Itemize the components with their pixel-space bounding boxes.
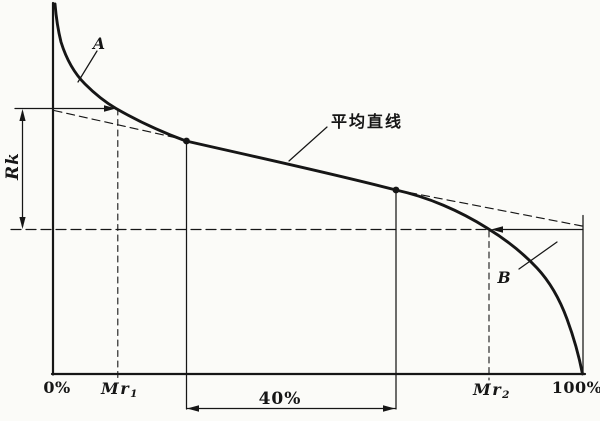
region-a-leader-line: [77, 50, 98, 83]
region-b-leader-line: [518, 241, 558, 270]
mr2-label: Mr2: [472, 380, 509, 401]
window-arrowhead-left-icon: [187, 405, 199, 412]
lower-level-arrowhead-icon: [491, 226, 503, 233]
mean-line-extension-right: [395, 189, 583, 227]
upper-level-arrowhead-icon: [104, 105, 116, 112]
mr2-label-main: Mr: [472, 380, 502, 399]
rk-label: Rk: [3, 152, 23, 181]
mean-line-leader-line: [288, 126, 328, 162]
x-axis-end-label: 100%: [552, 378, 600, 397]
window-width-label: 40%: [259, 389, 302, 409]
region-a-label: A: [91, 34, 105, 53]
mean-line-label: 平均直线: [331, 112, 403, 131]
mr1-label: Mr1: [100, 379, 137, 400]
mr2-label-subscript: 2: [501, 389, 509, 401]
x-axis-origin-label: 0%: [43, 378, 70, 397]
knee-point-right: [392, 186, 400, 194]
mean-line-extension-left: [53, 109, 187, 141]
rk-arrowhead-up-icon: [19, 109, 26, 121]
region-b-label: B: [496, 268, 510, 287]
material-ratio-curve: [53, 2, 584, 376]
mr1-label-main: Mr: [100, 379, 130, 398]
window-arrowhead-right-icon: [383, 405, 395, 412]
mr1-label-subscript: 1: [130, 388, 137, 400]
rk-arrowhead-down-icon: [19, 217, 26, 229]
knee-point-left: [183, 137, 190, 145]
